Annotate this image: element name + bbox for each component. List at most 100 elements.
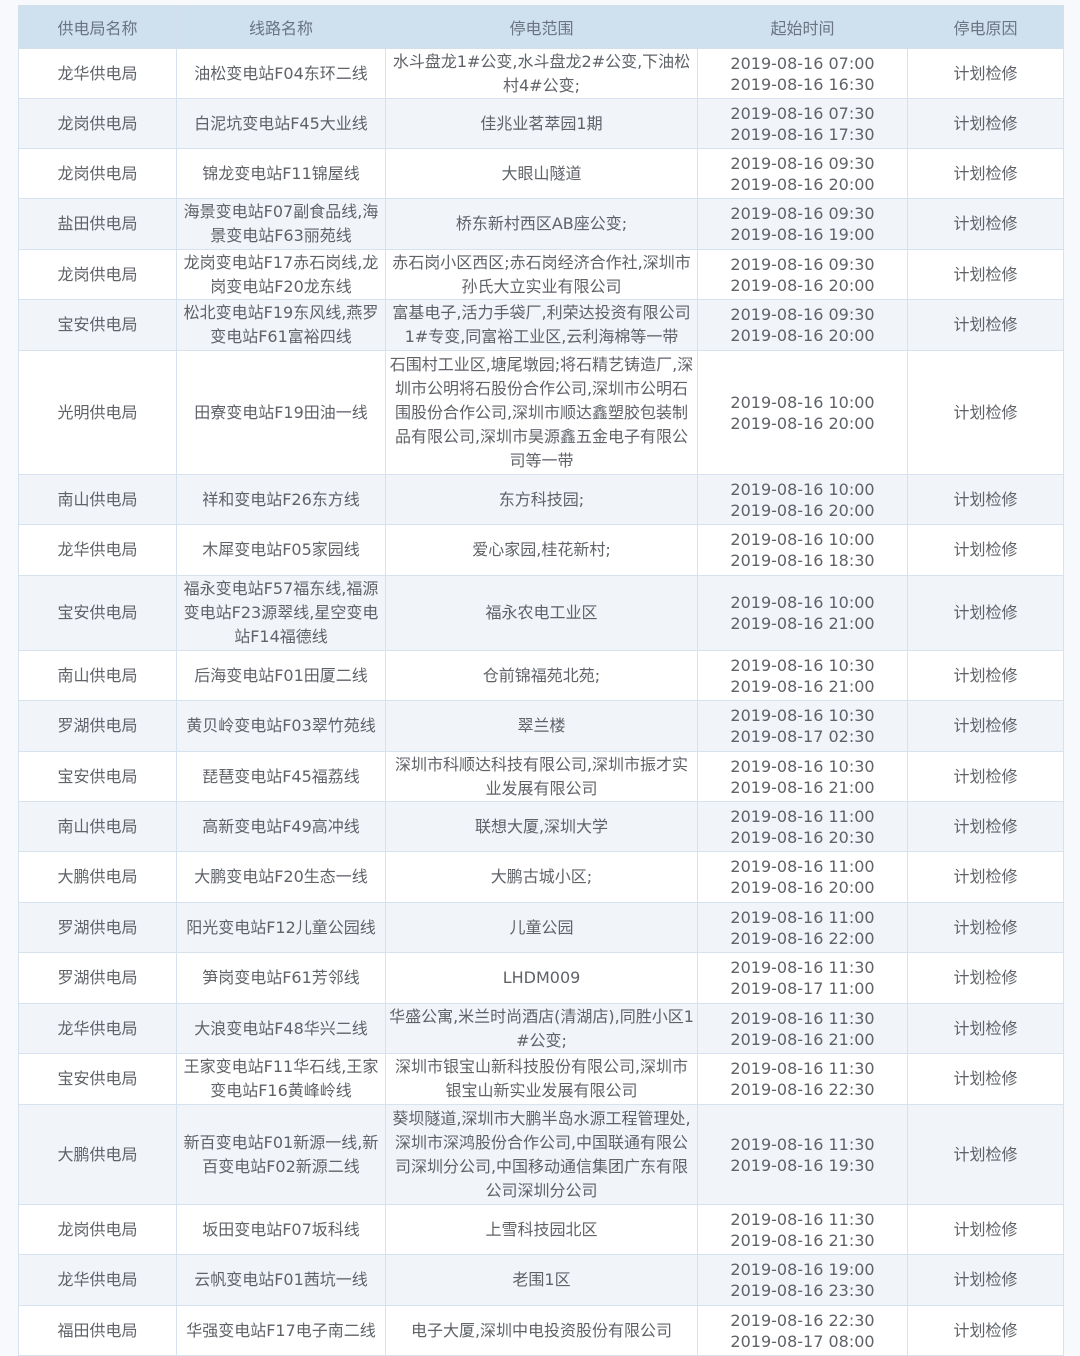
line-cell: 高新变电站F49高冲线 xyxy=(176,801,386,852)
table-row: 龙华供电局 木犀变电站F05家园线 爱心家园,桂花新村; 2019-08-16 10:… xyxy=(18,524,1064,576)
bureau-cell: 南山供电局 xyxy=(18,650,177,701)
header-start-time: 起始时间 xyxy=(697,5,908,49)
line-cell: 后海变电站F01田厦二线 xyxy=(176,650,386,701)
end-time: 2019-08-16 21:00 xyxy=(730,777,875,797)
time-cell: 2019-08-16 10:30 2019-08-16 21:00 xyxy=(697,650,908,701)
line-cell: 笋岗变电站F61芳邻线 xyxy=(176,952,386,1004)
time-cell: 2019-08-16 22:30 2019-08-17 08:00 xyxy=(697,1305,908,1356)
start-time: 2019-08-16 10:00 xyxy=(730,392,875,412)
area-cell: 富基电子,活力手袋厂,利荣达投资有限公司1#专变,同富裕工业区,云利海棉等一带 xyxy=(385,299,698,351)
bureau-cell: 罗湖供电局 xyxy=(18,902,177,953)
start-time: 2019-08-16 11:00 xyxy=(730,907,875,927)
time-cell: 2019-08-16 07:30 2019-08-16 17:30 xyxy=(697,98,908,149)
start-time: 2019-08-16 10:00 xyxy=(730,593,875,612)
area-cell: 上雪科技园北区 xyxy=(385,1204,698,1255)
reason-cell: 计划检修 xyxy=(907,198,1064,250)
bureau-cell: 大鹏供电局 xyxy=(18,851,177,903)
time-cell: 2019-08-16 11:00 2019-08-16 22:00 xyxy=(697,902,908,953)
area-cell: 老围1区 xyxy=(385,1254,698,1306)
area-cell: 深圳市科顺达科技有限公司,深圳市振才实业发展有限公司 xyxy=(385,751,698,802)
reason-cell: 计划检修 xyxy=(907,1254,1064,1306)
time-cell: 2019-08-16 11:30 2019-08-17 11:00 xyxy=(697,952,908,1004)
end-time: 2019-08-16 19:00 xyxy=(730,225,875,244)
bureau-cell: 罗湖供电局 xyxy=(18,700,177,752)
table-row: 宝安供电局 琵琶变电站F45福荔线 深圳市科顺达科技有限公司,深圳市振才实业发展有限… xyxy=(18,751,1064,802)
time-cell: 2019-08-16 11:30 2019-08-16 21:00 xyxy=(697,1003,908,1054)
line-cell: 龙岗变电站F17赤石岗线,龙岗变电站F20龙东线 xyxy=(176,249,386,300)
time-cell: 2019-08-16 19:00 2019-08-16 23:30 xyxy=(697,1254,908,1306)
reason-cell: 计划检修 xyxy=(907,1305,1064,1356)
table-row: 大鹏供电局 新百变电站F01新源一线,新百变电站F02新源二线 葵坝隧道,深圳市大鹏… xyxy=(18,1104,1064,1205)
start-time: 2019-08-16 11:30 xyxy=(730,958,875,977)
start-time: 2019-08-16 11:30 xyxy=(730,1134,875,1154)
area-cell: 桥东新村西区AB座公变; xyxy=(385,198,698,250)
table-row: 龙华供电局 云帆变电站F01茜坑一线 老围1区 2019-08-16 19:00 201… xyxy=(18,1254,1064,1306)
reason-cell: 计划检修 xyxy=(907,98,1064,149)
time-cell: 2019-08-16 09:30 2019-08-16 20:00 xyxy=(697,299,908,351)
table-row: 龙华供电局 油松变电站F04东环二线 水斗盘龙1#公变,水斗盘龙2#公变,下油松村4… xyxy=(18,48,1064,99)
end-time: 2019-08-16 20:00 xyxy=(730,878,875,897)
end-time: 2019-08-16 20:00 xyxy=(730,413,875,433)
header-bureau: 供电局名称 xyxy=(18,5,177,49)
start-time: 2019-08-16 11:00 xyxy=(730,857,875,876)
reason-cell: 计划检修 xyxy=(907,902,1064,953)
table-row: 盐田供电局 海景变电站F07副食品线,海景变电站F63丽苑线 桥东新村西区AB座公变… xyxy=(18,198,1064,250)
bureau-cell: 宝安供电局 xyxy=(18,575,177,651)
bureau-cell: 宝安供电局 xyxy=(18,299,177,351)
header-area: 停电范围 xyxy=(385,5,698,49)
end-time: 2019-08-16 22:30 xyxy=(730,1080,875,1099)
time-cell: 2019-08-16 09:30 2019-08-16 20:00 xyxy=(697,249,908,300)
bureau-cell: 大鹏供电局 xyxy=(18,1104,177,1205)
time-cell: 2019-08-16 10:00 2019-08-16 18:30 xyxy=(697,524,908,576)
bureau-cell: 南山供电局 xyxy=(18,801,177,852)
table-row: 宝安供电局 王家变电站F11华石线,王家变电站F16黄峰岭线 深圳市银宝山新科技股份… xyxy=(18,1053,1064,1105)
line-cell: 大鹏变电站F20生态一线 xyxy=(176,851,386,903)
reason-cell: 计划检修 xyxy=(907,249,1064,300)
bureau-cell: 福田供电局 xyxy=(18,1305,177,1356)
end-time: 2019-08-16 21:00 xyxy=(730,676,875,696)
line-cell: 黄贝岭变电站F03翠竹苑线 xyxy=(176,700,386,752)
reason-cell: 计划检修 xyxy=(907,48,1064,99)
start-time: 2019-08-16 09:30 xyxy=(730,305,875,324)
start-time: 2019-08-16 10:30 xyxy=(730,756,875,776)
table-row: 龙岗供电局 坂田变电站F07坂科线 上雪科技园北区 2019-08-16 11:30 2… xyxy=(18,1204,1064,1255)
power-outage-table: 供电局名称 线路名称 停电范围 起始时间 停电原因 龙华供电局 油松变电站F04东… xyxy=(18,5,1064,1356)
header-line: 线路名称 xyxy=(176,5,386,49)
start-time: 2019-08-16 22:30 xyxy=(730,1310,875,1330)
start-time: 2019-08-16 09:30 xyxy=(730,153,875,173)
reason-cell: 计划检修 xyxy=(907,952,1064,1004)
reason-cell: 计划检修 xyxy=(907,751,1064,802)
area-cell: 水斗盘龙1#公变,水斗盘龙2#公变,下油松村4#公变; xyxy=(385,48,698,99)
area-cell: 东方科技园; xyxy=(385,474,698,525)
reason-cell: 计划检修 xyxy=(907,1104,1064,1205)
area-cell: 葵坝隧道,深圳市大鹏半岛水源工程管理处,深圳市深鸿股份合作公司,中国联通有限公司… xyxy=(385,1104,698,1205)
reason-cell: 计划检修 xyxy=(907,700,1064,752)
table-row: 福田供电局 华强变电站F17电子南二线 电子大厦,深圳中电投资股份有限公司 2019-… xyxy=(18,1305,1064,1356)
table-row: 南山供电局 后海变电站F01田厦二线 仓前锦福苑北苑; 2019-08-16 10:3… xyxy=(18,650,1064,701)
line-cell: 坂田变电站F07坂科线 xyxy=(176,1204,386,1255)
area-cell: 电子大厦,深圳中电投资股份有限公司 xyxy=(385,1305,698,1356)
bureau-cell: 龙华供电局 xyxy=(18,524,177,576)
reason-cell: 计划检修 xyxy=(907,1003,1064,1054)
table-row: 龙岗供电局 龙岗变电站F17赤石岗线,龙岗变电站F20龙东线 赤石岗小区西区;赤石岗… xyxy=(18,249,1064,300)
end-time: 2019-08-17 08:00 xyxy=(730,1331,875,1351)
time-cell: 2019-08-16 10:00 2019-08-16 20:00 xyxy=(697,350,908,475)
area-cell: 石围村工业区,塘尾墩园;将石精艺铸造厂,深圳市公明将石股份合作公司,深圳市公明石… xyxy=(385,350,698,475)
table-row: 龙岗供电局 白泥坑变电站F45大业线 佳兆业茗萃园1期 2019-08-16 07:3… xyxy=(18,98,1064,149)
table-row: 南山供电局 祥和变电站F26东方线 东方科技园; 2019-08-16 10:00 20… xyxy=(18,474,1064,525)
line-cell: 华强变电站F17电子南二线 xyxy=(176,1305,386,1356)
area-cell: 联想大厦,深圳大学 xyxy=(385,801,698,852)
area-cell: LHDM009 xyxy=(385,952,698,1004)
area-cell: 儿童公园 xyxy=(385,902,698,953)
reason-cell: 计划检修 xyxy=(907,650,1064,701)
table-row: 罗湖供电局 黄贝岭变电站F03翠竹苑线 翠兰楼 2019-08-16 10:30 201… xyxy=(18,700,1064,752)
area-cell: 大眼山隧道 xyxy=(385,148,698,199)
line-cell: 祥和变电站F26东方线 xyxy=(176,474,386,525)
start-time: 2019-08-16 10:00 xyxy=(730,479,875,499)
start-time: 2019-08-16 11:30 xyxy=(730,1059,875,1078)
end-time: 2019-08-16 21:00 xyxy=(730,1029,875,1049)
time-cell: 2019-08-16 11:30 2019-08-16 22:30 xyxy=(697,1053,908,1105)
line-cell: 云帆变电站F01茜坑一线 xyxy=(176,1254,386,1306)
start-time: 2019-08-16 19:00 xyxy=(730,1260,875,1279)
area-cell: 爱心家园,桂花新村; xyxy=(385,524,698,576)
